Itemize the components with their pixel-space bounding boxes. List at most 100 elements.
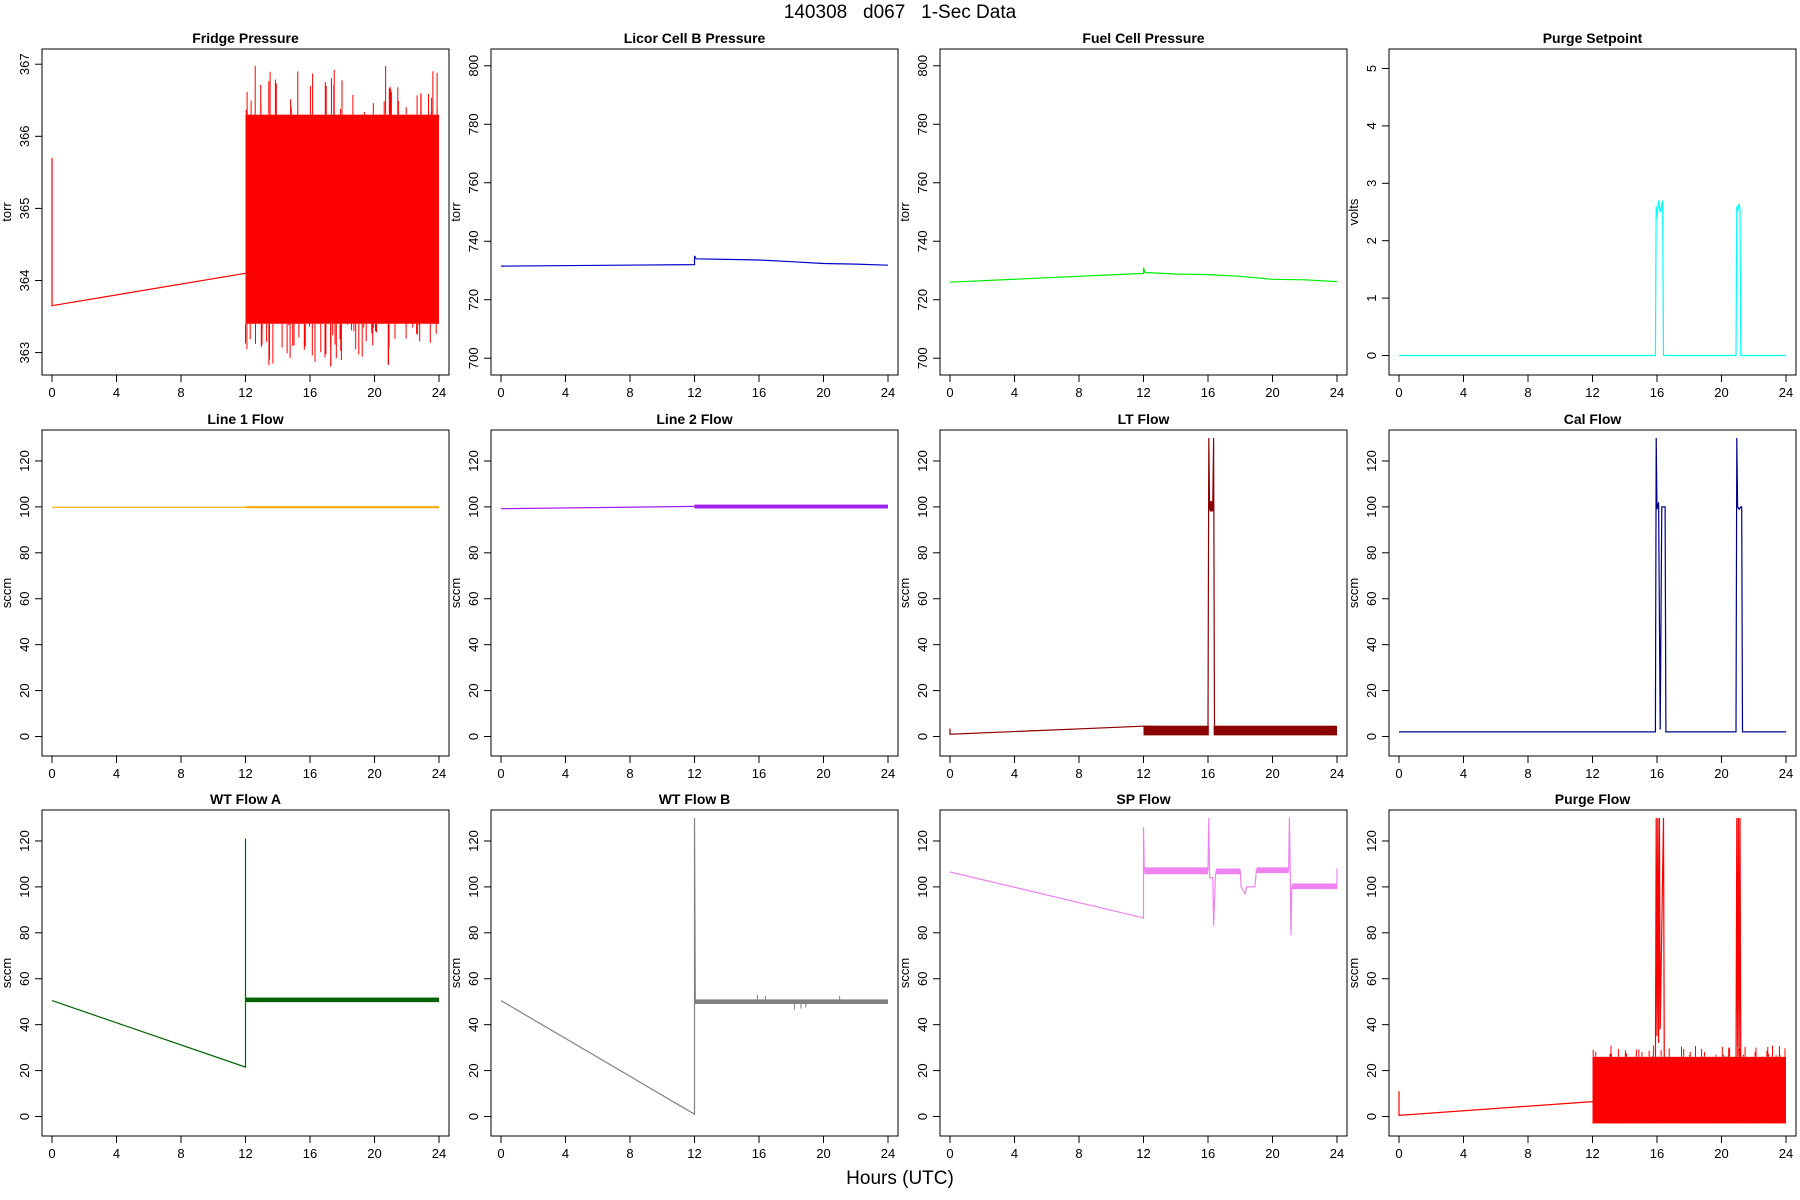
x-tick-label: 0 (497, 766, 504, 781)
y-tick-label: 0 (1364, 352, 1379, 359)
x-tick-label: 20 (816, 766, 830, 781)
y-axis-label: sccm (0, 578, 14, 608)
x-tick-label: 12 (1585, 385, 1599, 400)
panel-title: Purge Setpoint (1543, 30, 1643, 46)
panel-title: Licor Cell B Pressure (624, 30, 766, 46)
y-tick-label: 20 (1364, 683, 1379, 697)
y-tick-label: 20 (1364, 1063, 1379, 1077)
panel-cal-flow: Cal Flow 0 4 8 12 16 20 24 0 20 40 60 80 100 120 sccm (1346, 411, 1797, 781)
y-axis-label: torr (897, 202, 912, 222)
y-axis-label: sccm (448, 578, 463, 608)
panel-title: LT Flow (1118, 411, 1170, 427)
x-tick-label: 24 (881, 766, 895, 781)
y-tick-label: 365 (17, 198, 32, 220)
y-tick-label: 5 (1364, 65, 1379, 72)
x-tick-label: 4 (562, 1146, 569, 1161)
y-tick-label: 80 (915, 926, 930, 940)
x-tick-label: 8 (626, 766, 633, 781)
y-tick-label: 120 (1364, 830, 1379, 852)
y-tick-label: 80 (17, 926, 32, 940)
x-tick-label: 0 (48, 385, 55, 400)
x-tick-label: 20 (1265, 385, 1279, 400)
x-tick-label: 16 (752, 1146, 766, 1161)
x-tick-label: 0 (1395, 1146, 1402, 1161)
y-tick-label: 760 (466, 172, 481, 194)
y-tick-label: 800 (466, 55, 481, 77)
x-tick-label: 0 (946, 766, 953, 781)
panel-line-1-flow: Line 1 Flow 0 4 8 12 16 20 24 0 20 40 60 80 100 120 scc… (0, 411, 450, 781)
y-tick-label: 367 (17, 53, 32, 75)
y-tick-label: 40 (466, 637, 481, 651)
plot-area (500, 255, 889, 267)
y-tick-label: 40 (466, 1017, 481, 1031)
y-tick-label: 80 (915, 546, 930, 560)
data-band (1209, 501, 1214, 512)
y-tick-label: 40 (17, 637, 32, 651)
x-tick-label: 4 (1460, 1146, 1467, 1161)
x-tick-label: 8 (1075, 1146, 1082, 1161)
x-tick-label: 16 (1201, 385, 1215, 400)
x-tick-label: 8 (177, 385, 184, 400)
x-tick-label: 24 (1330, 1146, 1344, 1161)
page-title: 140308 d067 1-Sec Data (783, 2, 1017, 23)
y-tick-label: 40 (1364, 637, 1379, 651)
x-tick-label: 4 (113, 385, 120, 400)
y-axis-label: sccm (897, 578, 912, 608)
x-tick-label: 20 (816, 1146, 830, 1161)
y-tick-label: 800 (915, 55, 930, 77)
panel-title: Line 2 Flow (656, 411, 732, 427)
x-tick-label: 16 (752, 766, 766, 781)
x-tick-label: 4 (1011, 385, 1018, 400)
x-tick-label: 20 (1714, 385, 1728, 400)
y-tick-label: 2 (1364, 237, 1379, 244)
data-series-line (500, 255, 889, 267)
x-tick-label: 12 (687, 1146, 701, 1161)
y-tick-label: 363 (17, 342, 32, 364)
y-tick-label: 3 (1364, 180, 1379, 187)
y-axis-label: torr (0, 202, 14, 222)
data-noise (1592, 1045, 1787, 1124)
data-series-line (1399, 437, 1786, 733)
data-series-line (1399, 200, 1786, 357)
y-tick-label: 20 (466, 683, 481, 697)
y-tick-label: 780 (915, 113, 930, 135)
x-tick-label: 16 (752, 385, 766, 400)
plot-area (51, 65, 439, 367)
data-series-line (949, 817, 1338, 936)
plot-frame (939, 429, 1348, 757)
x-tick-label: 4 (562, 385, 569, 400)
data-series-line (500, 817, 888, 1116)
plot-frame (1388, 429, 1797, 757)
plot-area (1399, 200, 1786, 357)
y-axis-label: volts (1346, 198, 1361, 225)
x-tick-label: 12 (238, 1146, 252, 1161)
y-tick-label: 20 (466, 1063, 481, 1077)
y-tick-label: 0 (17, 733, 32, 740)
data-band (1213, 725, 1337, 736)
panel-title: Fuel Cell Pressure (1082, 30, 1204, 46)
y-tick-label: 120 (17, 450, 32, 472)
y-tick-label: 760 (915, 172, 930, 194)
plot-area (949, 437, 1337, 736)
y-tick-label: 0 (466, 733, 481, 740)
y-tick-label: 60 (915, 592, 930, 606)
y-tick-label: 100 (466, 876, 481, 898)
x-tick-label: 20 (1714, 1146, 1728, 1161)
x-tick-label: 0 (1395, 766, 1402, 781)
panel-title: WT Flow A (210, 791, 281, 807)
y-tick-label: 20 (17, 1063, 32, 1077)
x-tick-label: 4 (113, 1146, 120, 1161)
y-tick-label: 120 (1364, 450, 1379, 472)
y-tick-label: 100 (17, 496, 32, 518)
y-tick-label: 20 (915, 683, 930, 697)
data-noise (245, 65, 438, 367)
y-tick-label: 80 (1364, 546, 1379, 560)
x-tick-label: 12 (687, 766, 701, 781)
y-tick-label: 740 (466, 230, 481, 252)
x-tick-label: 12 (1585, 1146, 1599, 1161)
y-tick-label: 80 (466, 546, 481, 560)
x-tick-label: 12 (1136, 1146, 1150, 1161)
y-tick-label: 780 (466, 113, 481, 135)
panel-title: Fridge Pressure (192, 30, 299, 46)
y-tick-label: 0 (466, 1113, 481, 1120)
